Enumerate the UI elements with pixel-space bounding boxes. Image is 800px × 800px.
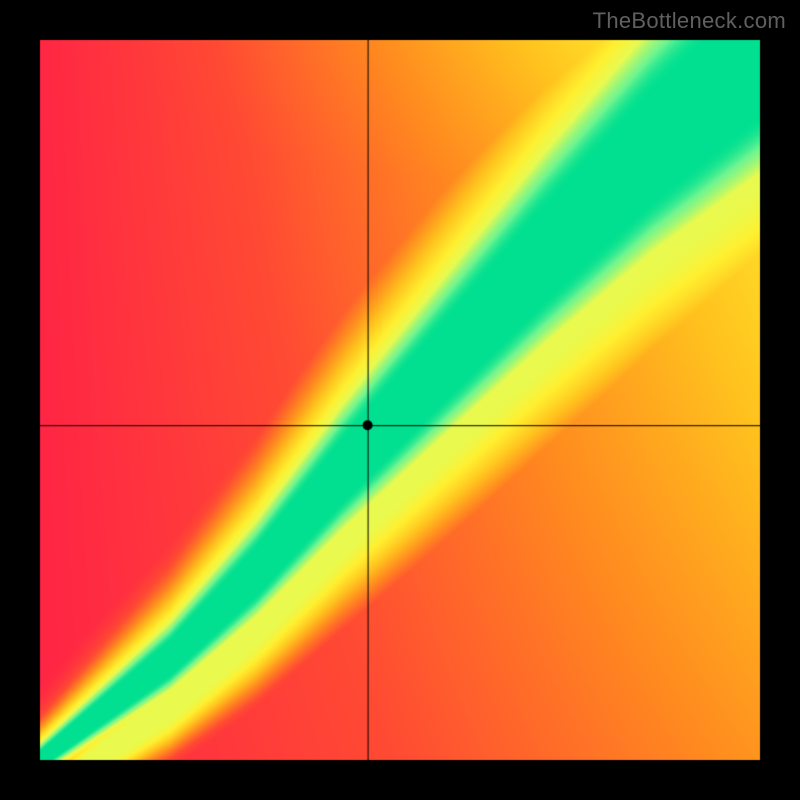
watermark-text: TheBottleneck.com bbox=[593, 8, 786, 34]
heatmap-canvas bbox=[0, 0, 800, 800]
figure-container: TheBottleneck.com bbox=[0, 0, 800, 800]
